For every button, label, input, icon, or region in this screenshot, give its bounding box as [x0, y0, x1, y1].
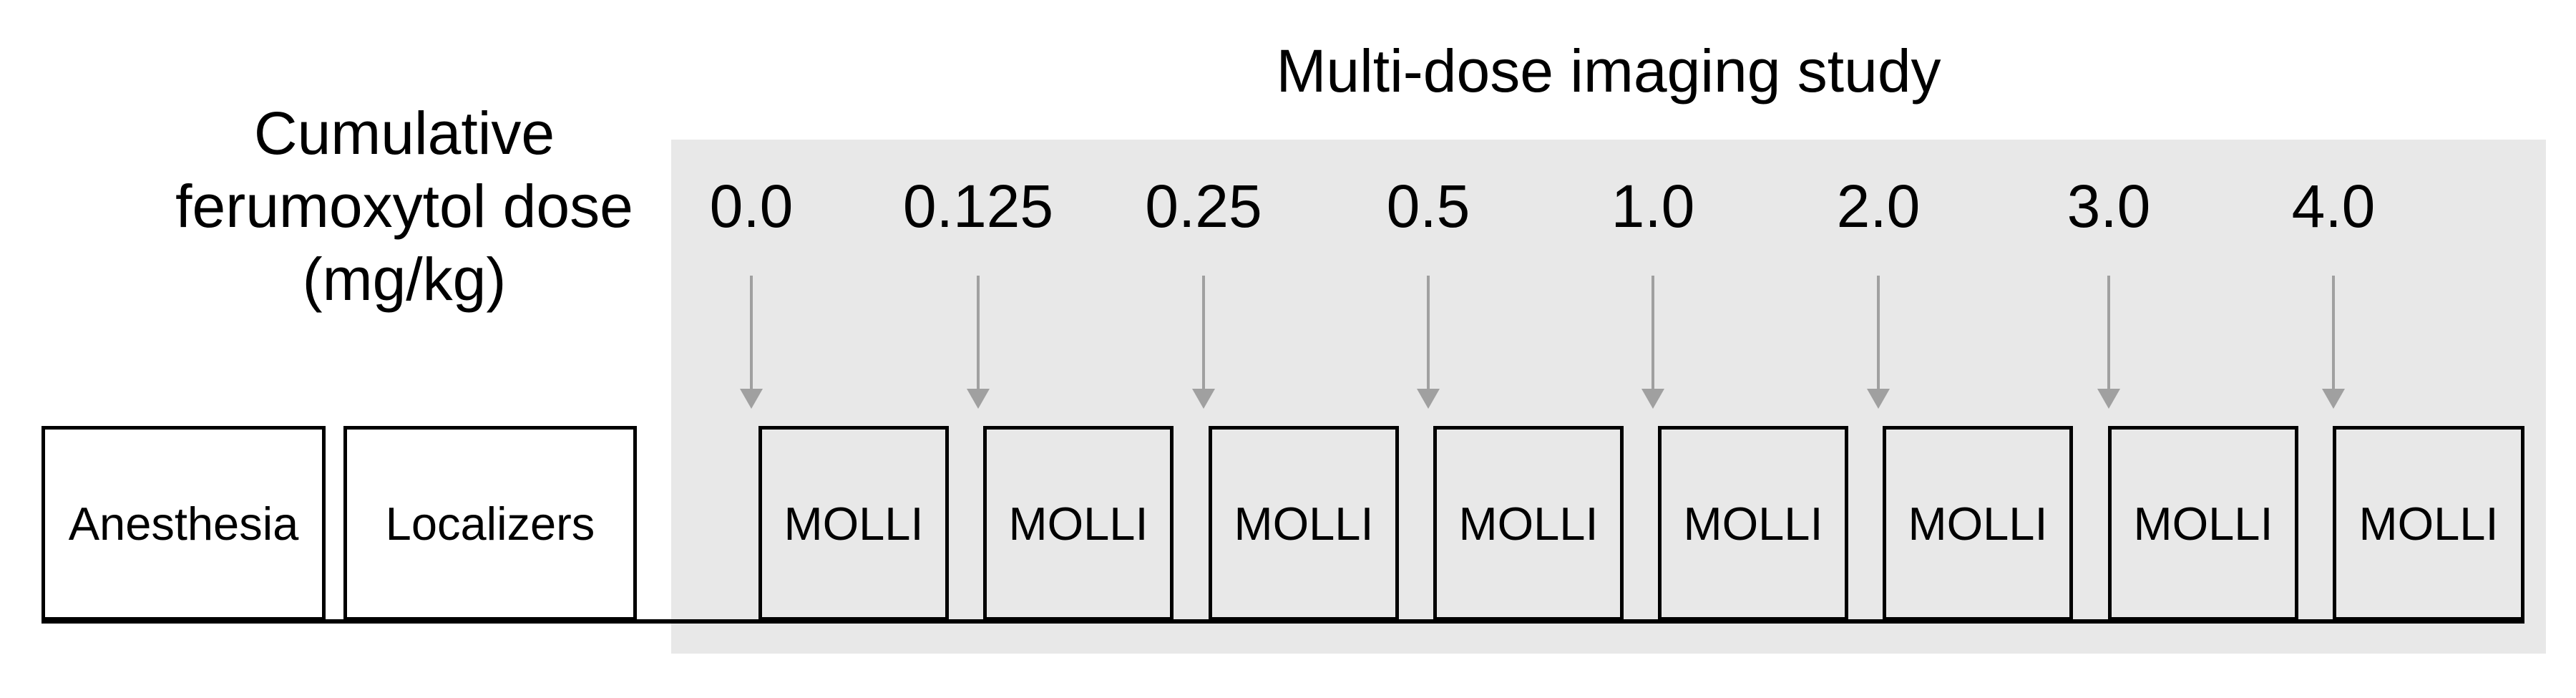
dose-arrow-line-1	[750, 276, 753, 389]
dose-arrow-line-8	[2332, 276, 2335, 389]
molli-box-6: MOLLI	[1883, 426, 2073, 621]
dose-label-3: 0.25	[1145, 173, 1262, 240]
dose-arrow-line-7	[2107, 276, 2110, 389]
dose-label-7: 3.0	[2067, 173, 2151, 240]
molli-box-8: MOLLI	[2333, 426, 2524, 621]
dose-arrow-head-icon-7	[2097, 389, 2120, 409]
molli-box-4: MOLLI	[1433, 426, 1624, 621]
cumulative-dose-label-line1: Cumulative	[253, 100, 555, 167]
molli-box-3-label: MOLLI	[1234, 497, 1374, 550]
dose-label-5: 1.0	[1611, 173, 1695, 240]
cumulative-dose-label: Cumulative ferumoxytol dose (mg/kg)	[100, 97, 708, 316]
localizers-box-label: Localizers	[385, 497, 595, 550]
molli-box-4-label: MOLLI	[1458, 497, 1599, 550]
dose-label-2: 0.125	[902, 173, 1054, 240]
dose-arrow-line-6	[1877, 276, 1880, 389]
dose-arrow-line-3	[1202, 276, 1205, 389]
molli-box-1-label: MOLLI	[784, 497, 924, 550]
cumulative-dose-label-line3: (mg/kg)	[302, 246, 507, 313]
dose-label-1: 0.0	[709, 173, 794, 240]
dose-arrow-head-icon-2	[967, 389, 990, 409]
molli-box-7: MOLLI	[2108, 426, 2298, 621]
dose-arrow-head-icon-1	[740, 389, 763, 409]
dose-label-6: 2.0	[1836, 173, 1921, 240]
dose-arrow-line-2	[977, 276, 980, 389]
anesthesia-box-label: Anesthesia	[68, 497, 299, 550]
molli-box-8-label: MOLLI	[2358, 497, 2499, 550]
diagram-title: Multi-dose imaging study	[1276, 37, 1941, 105]
molli-box-2-label: MOLLI	[1008, 497, 1148, 550]
dose-arrow-head-icon-3	[1192, 389, 1215, 409]
dose-arrow-line-5	[1652, 276, 1654, 389]
cumulative-dose-label-line2: ferumoxytol dose	[175, 173, 633, 240]
dose-label-4: 0.5	[1386, 173, 1470, 240]
molli-box-5: MOLLI	[1658, 426, 1848, 621]
timeline-line	[42, 619, 2524, 624]
molli-box-5-label: MOLLI	[1683, 497, 1823, 550]
molli-box-1: MOLLI	[758, 426, 949, 621]
molli-box-7-label: MOLLI	[2133, 497, 2273, 550]
dose-label-8: 4.0	[2291, 173, 2376, 240]
dose-arrow-line-4	[1427, 276, 1430, 389]
dose-arrow-head-icon-8	[2322, 389, 2345, 409]
anesthesia-box: Anesthesia	[42, 426, 326, 621]
molli-box-2: MOLLI	[983, 426, 1174, 621]
molli-box-6-label: MOLLI	[1908, 497, 2048, 550]
dose-arrow-head-icon-6	[1867, 389, 1890, 409]
molli-box-3: MOLLI	[1209, 426, 1399, 621]
dose-arrow-head-icon-4	[1417, 389, 1440, 409]
dose-arrow-head-icon-5	[1641, 389, 1664, 409]
localizers-box: Localizers	[343, 426, 637, 621]
